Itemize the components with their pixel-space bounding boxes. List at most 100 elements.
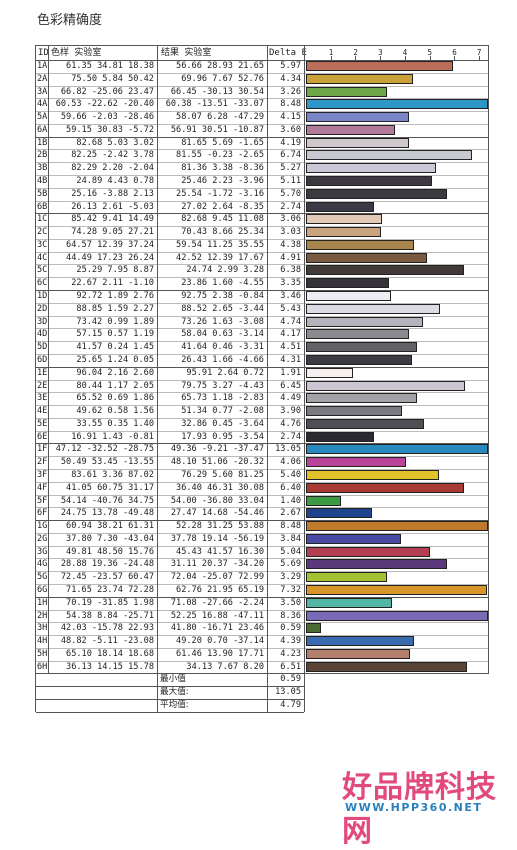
header-delta-e: Delta E	[269, 48, 307, 58]
table-row: 5H 65.10 18.14 18.68 61.46 13.90 17.71 4.23	[36, 648, 488, 661]
reference-lab: 75.50 5.84 50.42	[71, 73, 154, 84]
summary-label: 平均值:	[160, 700, 189, 711]
reference-lab: 49.81 48.50 15.76	[66, 546, 154, 557]
delta-e-bar	[306, 291, 392, 302]
delta-e-bar	[306, 495, 341, 506]
row-divider	[36, 507, 489, 509]
patch-id: 4D	[37, 329, 48, 340]
table-row: 2C 74.28 9.05 27.21 70.43 8.66 25.34 3.03	[36, 226, 488, 239]
result-lab: 81.65 5.69 -1.65	[181, 137, 264, 148]
delta-e-value: 3.35	[280, 278, 301, 289]
reference-lab: 37.80 7.30 -43.04	[66, 533, 154, 544]
delta-e-value: 8.48	[280, 521, 301, 532]
delta-e-bar	[306, 648, 411, 659]
delta-e-bar	[306, 444, 488, 455]
table-row: 2F 50.49 53.45 -13.55 48.10 51.06 -20.32 4.…	[36, 456, 488, 469]
patch-id: 1H	[37, 597, 48, 608]
row-divider	[36, 111, 489, 113]
delta-e-value: 3.26	[280, 86, 301, 97]
row-divider	[36, 328, 489, 330]
result-lab: 73.26 1.63 -3.08	[181, 316, 264, 327]
patch-id: 3H	[37, 623, 48, 634]
patch-id: 3D	[37, 316, 48, 327]
patch-id: 2E	[37, 380, 48, 391]
reference-lab: 24.89 4.43 0.78	[76, 176, 154, 187]
result-lab: 49.36 -9.21 -37.47	[170, 444, 264, 455]
table-row: 1G 60.94 38.21 61.31 52.28 31.25 53.88 8.48	[36, 520, 488, 533]
scale-tick-label: 6	[452, 48, 457, 57]
patch-id: 5A	[37, 112, 48, 123]
watermark-url: WWW.HPP360.NET	[345, 801, 483, 814]
delta-e-bar	[306, 239, 415, 250]
result-lab: 69.96 7.67 52.76	[181, 73, 264, 84]
patch-id: 4G	[37, 559, 48, 570]
delta-e-value: 2.67	[280, 508, 301, 519]
row-divider	[36, 609, 489, 611]
row-divider	[36, 290, 489, 292]
row-divider	[36, 213, 489, 215]
delta-e-value: 4.15	[280, 112, 301, 123]
delta-e-bar	[306, 278, 389, 289]
delta-e-bar	[306, 354, 413, 365]
summary-label: 最小值	[160, 674, 186, 685]
column-divider	[488, 46, 489, 674]
result-lab: 58.07 6.28 -47.29	[176, 112, 264, 123]
row-divider	[36, 341, 489, 343]
reference-lab: 85.42 9.41 14.49	[71, 214, 154, 225]
row-divider	[36, 494, 489, 496]
delta-e-bar	[306, 137, 410, 148]
table-row: 5G 72.45 -23.57 60.47 72.04 -25.07 72.99 3.…	[36, 571, 488, 584]
row-divider	[36, 443, 489, 445]
summary-value: 4.79	[280, 700, 301, 711]
patch-id: 6E	[37, 431, 48, 442]
result-lab: 52.28 31.25 53.88	[176, 521, 264, 532]
delta-e-value: 8.48	[280, 99, 301, 110]
result-lab: 23.86 1.60 -4.55	[181, 278, 264, 289]
table-row: 5F 54.14 -40.76 34.75 54.00 -36.80 33.04 1.…	[36, 495, 488, 508]
reference-lab: 66.82 -25.06 23.47	[60, 86, 154, 97]
delta-e-bar	[306, 150, 473, 161]
reference-lab: 48.82 -5.11 -23.08	[60, 636, 154, 647]
delta-e-value: 5.40	[280, 469, 301, 480]
table-row: 5D 41.57 0.24 1.45 41.64 0.46 -3.31 4.51	[36, 341, 488, 354]
scale-tick-mark	[404, 56, 406, 60]
table-row: 1C 85.42 9.41 14.49 82.68 9.45 11.08 3.06	[36, 213, 488, 226]
reference-lab: 33.55 0.35 1.40	[76, 418, 154, 429]
table-row: 3E 65.52 0.69 1.86 65.73 1.18 -2.83 4.49	[36, 392, 488, 405]
scale-tick-mark	[478, 56, 480, 60]
delta-e-bar	[306, 572, 388, 583]
table-row: 6C 22.67 2.11 -1.10 23.86 1.60 -4.55 3.35	[36, 277, 488, 290]
table-row: 1A 61.35 34.81 18.38 56.66 28.93 21.65 5.97	[36, 60, 488, 73]
result-lab: 26.43 1.66 -4.66	[181, 354, 264, 365]
result-lab: 34.13 7.67 8.20	[186, 661, 264, 672]
scale-tick-label: 4	[402, 48, 408, 57]
table-row: 2H 54.38 8.84 -25.71 52.25 16.88 -47.11 8.3…	[36, 610, 488, 623]
result-lab: 25.54 -1.72 -3.16	[176, 188, 264, 199]
table-row: 3C 64.57 12.39 37.24 59.54 11.25 35.55 4.38	[36, 239, 488, 252]
delta-e-value: 3.29	[280, 572, 301, 583]
delta-e-bar	[306, 469, 440, 480]
reference-lab: 64.57 12.39 37.24	[66, 239, 154, 250]
row-divider	[36, 175, 489, 177]
patch-id: 1F	[37, 444, 48, 455]
row-divider	[36, 532, 489, 534]
delta-e-bar	[306, 112, 409, 123]
table-row: 1D 92.72 1.89 2.76 92.75 2.38 -0.84 3.46	[36, 290, 488, 303]
row-divider	[36, 366, 489, 368]
result-lab: 37.78 19.14 -56.19	[170, 533, 264, 544]
row-divider	[36, 622, 489, 624]
row-divider	[36, 481, 489, 483]
row-divider	[36, 226, 489, 228]
delta-e-bar	[306, 431, 374, 442]
table-row: 3H 42.03 -15.78 22.93 41.80 -16.71 23.46 0.…	[36, 622, 488, 635]
delta-e-bar	[306, 457, 407, 468]
result-lab: 25.46 2.23 -3.96	[181, 176, 264, 187]
reference-lab: 49.62 0.58 1.56	[76, 406, 154, 417]
result-lab: 79.75 3.27 -4.43	[181, 380, 264, 391]
delta-e-value: 1.91	[280, 367, 301, 378]
patch-id: 3G	[37, 546, 48, 557]
row-divider	[36, 660, 489, 662]
delta-e-bar	[306, 201, 374, 212]
patch-id: 5H	[37, 648, 48, 659]
result-lab: 70.43 8.66 25.34	[181, 227, 264, 238]
